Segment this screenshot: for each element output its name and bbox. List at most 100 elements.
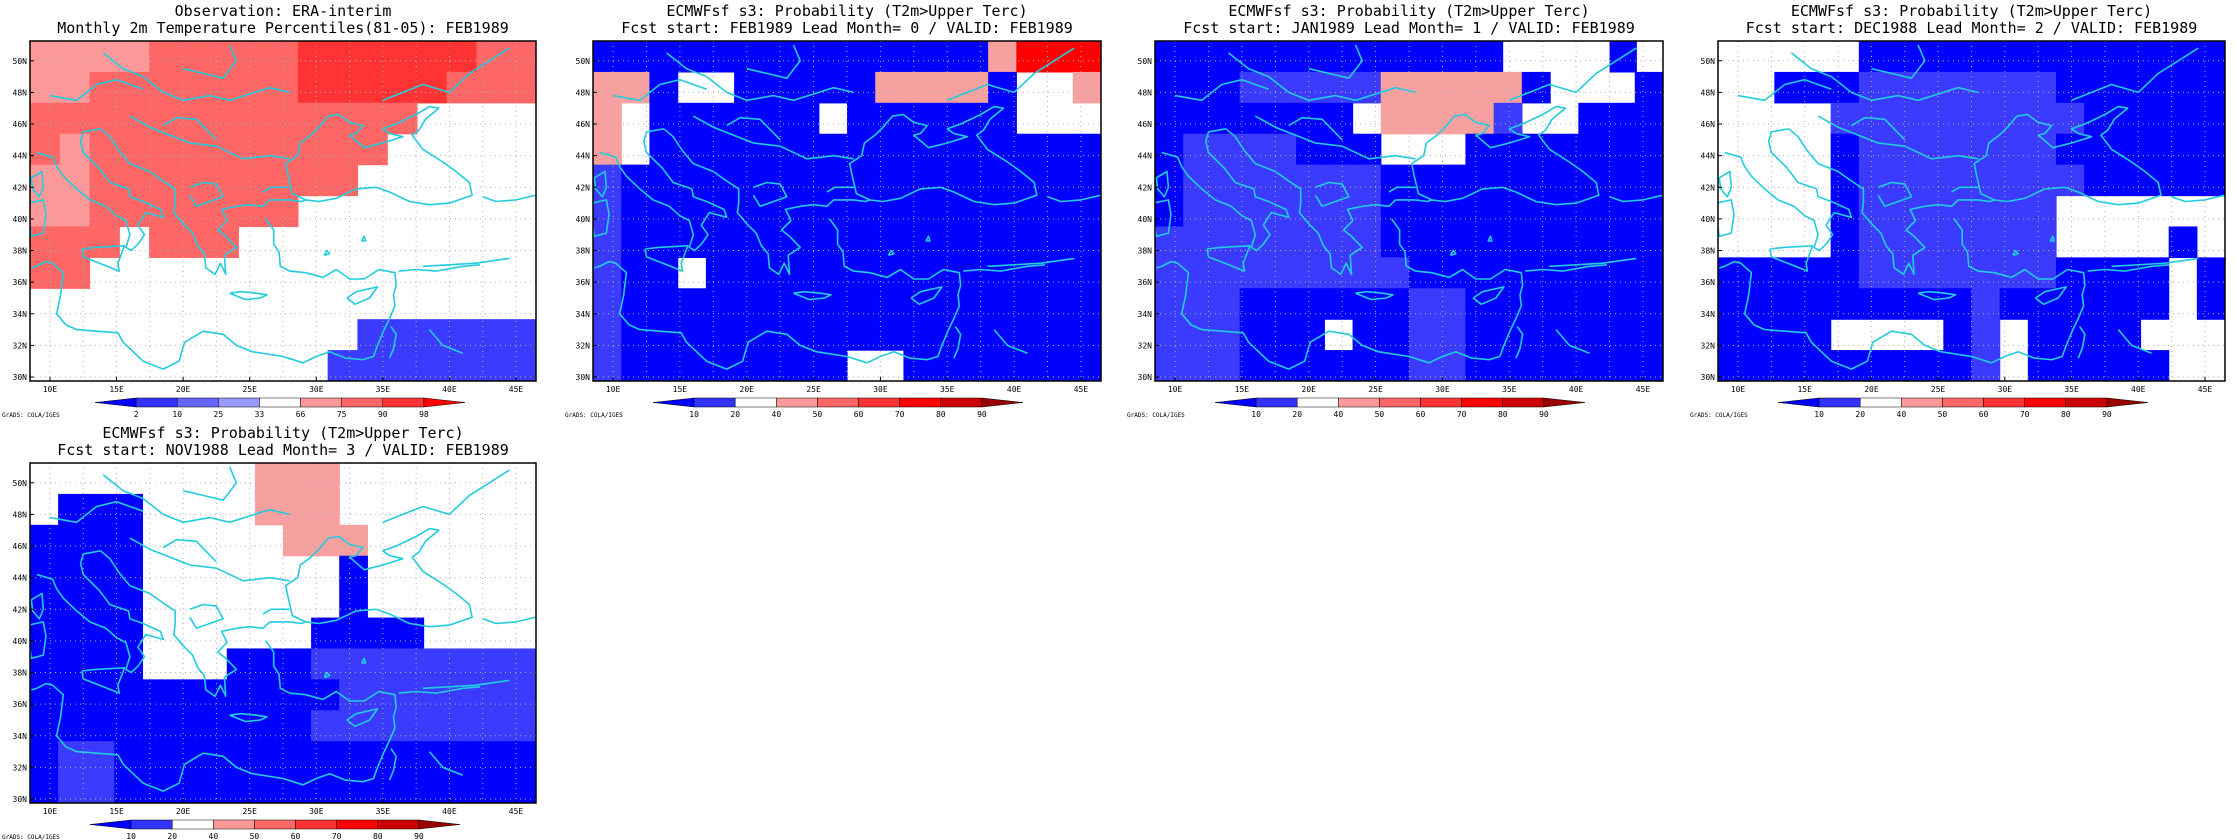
grid-cell: [142, 679, 172, 711]
grid-cell: [59, 102, 91, 135]
coastline: [1817, 115, 1979, 160]
lat-label: 48N: [1138, 88, 1153, 97]
grid-cell: [1858, 288, 1888, 320]
grads-credit: GrADS: COLA/IGES: [2, 834, 60, 840]
grid-cell: [705, 41, 735, 73]
grid-cell: [451, 741, 481, 773]
lat-label: 42N: [13, 605, 28, 614]
coastline: [1472, 286, 1505, 306]
grads-credit: GrADS: COLA/IGES: [1690, 412, 1748, 419]
colorbar-segment: [1420, 397, 1462, 408]
lat-label: 50N: [576, 57, 591, 66]
grid-cell: [1858, 350, 1888, 381]
grid-cell: [762, 102, 792, 135]
grid-cell: [2168, 71, 2198, 104]
grid-cell: [506, 41, 536, 73]
grid-cell: [1578, 257, 1608, 289]
grid-cell: [1155, 319, 1184, 351]
lat-label: 40N: [13, 215, 28, 224]
grid-cell: [170, 710, 200, 742]
grid-cell: [2112, 41, 2142, 73]
lat-label: 36N: [1701, 278, 1716, 287]
coastline: [1047, 194, 1101, 203]
grid-cell: [59, 257, 91, 289]
panel-title: ECMWFsf s3: Probability (T2m>Upper Terc): [666, 2, 1027, 20]
grid-cell: [988, 257, 1017, 289]
grid-cell: [2056, 41, 2085, 73]
grid-cell: [1521, 350, 1551, 381]
coastline: [692, 115, 854, 160]
lat-label: 50N: [1701, 57, 1716, 66]
lon-label: 45E: [1074, 385, 1089, 394]
lon-label: 30E: [309, 385, 324, 394]
grid-cell: [790, 319, 820, 351]
colorbar-segment: [1214, 397, 1257, 408]
grid-cell: [1352, 350, 1382, 381]
grid-cell: [1550, 133, 1579, 166]
grid-cell: [1072, 319, 1101, 351]
grid-cell: [2027, 71, 2057, 104]
grid-cell: [959, 133, 989, 166]
grid-cell: [507, 772, 536, 803]
grid-cell: [649, 257, 679, 289]
grid-cell: [2084, 288, 2113, 320]
grid-cell: [1155, 102, 1184, 135]
grid-cell: [1550, 319, 1579, 351]
grid-cell: [2140, 257, 2170, 289]
grid-cell: [114, 524, 144, 557]
coastline: [2087, 264, 2170, 272]
grid-cell: [1774, 257, 1804, 289]
grid-cell: [479, 648, 509, 680]
map-area: [30, 463, 536, 803]
grid-cell: [1267, 319, 1297, 351]
grid-cell: [1211, 71, 1241, 104]
grid-cell: [142, 741, 172, 773]
grid-cell: [1016, 350, 1046, 381]
grid-cell: [1746, 288, 1775, 320]
colorbar-segment: [1859, 397, 1902, 408]
panel-title: ECMWFsf s3: Probability (T2m>Upper Terc): [102, 424, 463, 442]
colorbar-label: 60: [854, 410, 864, 419]
grid-cell: [58, 617, 87, 650]
grid-cell: [451, 772, 481, 803]
grid-cell: [357, 350, 388, 381]
grid-cell: [476, 41, 507, 73]
grid-cell: [1352, 164, 1382, 197]
grid-cell: [2056, 164, 2085, 197]
grid-cell: [818, 164, 848, 197]
grid-cell: [2056, 102, 2085, 135]
coastline: [482, 616, 536, 625]
grid-cell: [1296, 288, 1325, 320]
grid-cell: [2084, 133, 2113, 166]
grid-cell: [1634, 71, 1663, 104]
grid-cell: [119, 71, 150, 104]
grid-cell: [1239, 350, 1269, 381]
grid-cell: [790, 195, 820, 228]
grid-cell: [818, 319, 848, 351]
grid-cell: [1802, 257, 1832, 289]
grid-cell: [142, 710, 172, 742]
grid-cell: [30, 741, 59, 773]
grid-cell: [1211, 319, 1241, 351]
grid-cell: [988, 41, 1017, 73]
grid-cell: [357, 319, 388, 351]
grid-cell: [931, 226, 961, 258]
coastline: [1509, 83, 1577, 102]
coastline: [1769, 245, 1814, 272]
grid-cell: [59, 164, 91, 197]
grid-cell: [734, 350, 763, 381]
coastline: [2224, 143, 2225, 145]
grid-cell: [988, 164, 1017, 197]
coastline: [910, 286, 943, 306]
grid-cell: [1380, 102, 1410, 135]
grid-cell: [1493, 102, 1523, 135]
grid-cell: [446, 350, 478, 381]
grid-cell: [1887, 41, 1916, 73]
grid-cell: [283, 741, 312, 773]
grid-cell: [1239, 102, 1269, 135]
grid-cell: [89, 164, 120, 197]
grid-cell: [1493, 257, 1523, 289]
grid-cell: [283, 772, 312, 803]
grid-cell: [1493, 226, 1523, 258]
grid-cell: [2084, 319, 2113, 351]
